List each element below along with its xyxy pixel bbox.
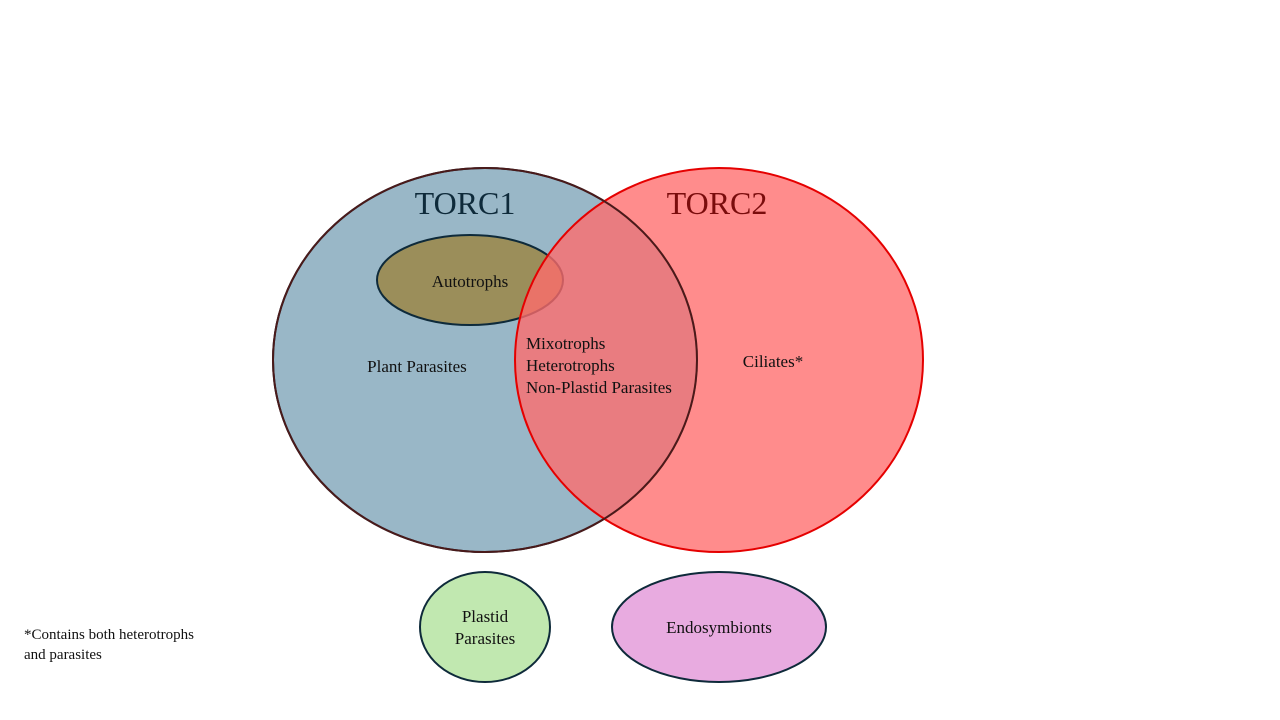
plastid-parasites-label-line1: Plastid bbox=[462, 607, 509, 626]
endosymbionts-label: Endosymbionts bbox=[666, 618, 772, 637]
autotrophs-label: Autotrophs bbox=[432, 272, 509, 291]
torc1-outline bbox=[272, 167, 698, 553]
torc2-circle bbox=[514, 167, 924, 553]
torc2-title: TORC2 bbox=[667, 185, 768, 221]
plastid-parasites-ellipse bbox=[419, 571, 551, 683]
plastid-parasites-label-line2: Parasites bbox=[455, 629, 515, 648]
endosymbionts-ellipse bbox=[611, 571, 827, 683]
overlap-label-mixotrophs: Mixotrophs bbox=[526, 334, 605, 353]
torc1-title: TORC1 bbox=[415, 185, 516, 221]
plant-parasites-label: Plant Parasites bbox=[367, 357, 467, 376]
ciliates-label: Ciliates* bbox=[743, 352, 803, 371]
footnote-line2: and parasites bbox=[24, 647, 102, 663]
overlap-label-non-plastid-parasites: Non-Plastid Parasites bbox=[526, 378, 672, 397]
footnote-line1: *Contains both heterotrophs bbox=[24, 627, 194, 643]
overlap-label-heterotrophs: Heterotrophs bbox=[526, 356, 615, 375]
